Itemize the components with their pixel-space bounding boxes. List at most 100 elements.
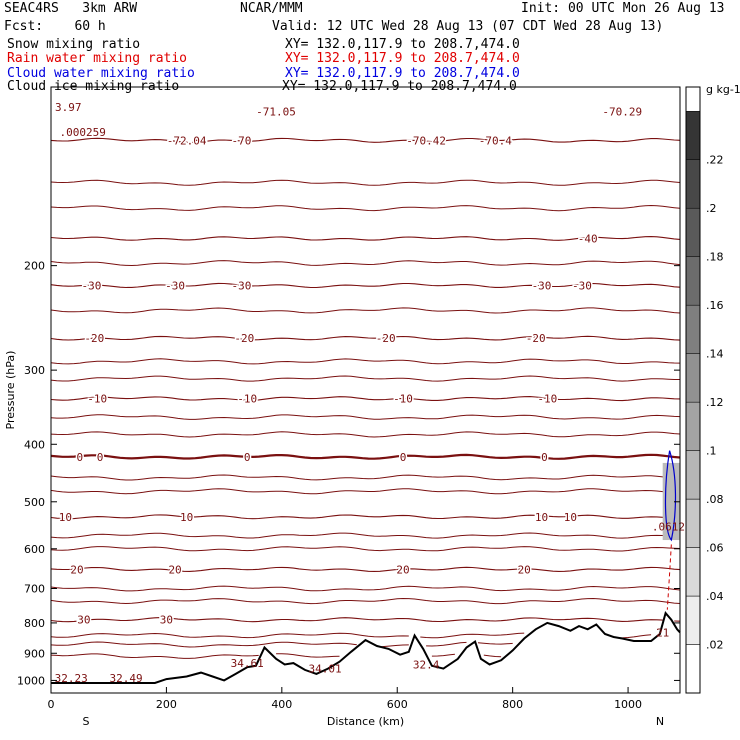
extremum-label: 34.61 — [231, 657, 264, 670]
temperature-contour — [50, 236, 681, 241]
colorbar-tick-label: .02 — [706, 639, 724, 652]
forecast-hour: Fcst: 60 h — [4, 19, 106, 34]
contour-label: -30 — [81, 279, 101, 292]
extremum-label: .000259 — [60, 126, 106, 139]
temperature-contour — [50, 307, 681, 314]
contour-label: -72.04 — [167, 134, 207, 147]
contour-label: 20 — [396, 563, 409, 576]
x-tick-label: 1000 — [614, 698, 642, 711]
colorbar-cell — [685, 353, 701, 403]
x-tick-label: 0 — [48, 698, 55, 711]
contour-label: 0 — [400, 451, 407, 464]
model-title: SEAC4RS 3km ARW — [4, 1, 138, 16]
y-axis-label: Pressure (hPa) — [4, 351, 17, 430]
x-tick-label: 400 — [271, 698, 292, 711]
rain-contour — [666, 544, 672, 610]
contour-label: -10 — [87, 393, 107, 406]
temperature-contour — [50, 453, 681, 460]
colorbar-tick-label: .04 — [706, 590, 724, 603]
temperature-contour — [50, 641, 513, 648]
init-time: Init: 00 UTC Mon 26 Aug 13 — [521, 1, 725, 16]
contour-label: -10 — [237, 393, 257, 406]
contour-label: -70.4 — [479, 134, 512, 147]
colorbar-tick-label: .08 — [706, 493, 724, 506]
colorbar-cell — [685, 547, 701, 597]
y-tick-label: 200 — [24, 260, 45, 273]
contour-label: -20 — [84, 332, 104, 345]
cloud-field — [662, 450, 680, 610]
colorbar-cell — [685, 644, 701, 694]
temperature-contour — [50, 474, 681, 481]
temperature-contour — [50, 396, 681, 402]
colorbar-tick-label: .18 — [706, 251, 724, 264]
colorbar-tick-label: .16 — [706, 299, 724, 312]
colorbar-cell — [685, 159, 701, 209]
temperature-contour — [50, 204, 681, 212]
temperature-contour — [50, 335, 681, 341]
contour-label: 0 — [244, 451, 251, 464]
contour-labels: -72.04 -70 -70.42 -70.4 -40 -30 -30 -30 -30 -30 -2… — [55, 101, 685, 685]
contour-label: -10 — [393, 393, 413, 406]
contour-label: 10 — [180, 511, 193, 524]
contour-label: -70 — [231, 134, 251, 147]
temperature-contour — [50, 566, 681, 572]
colorbar-tick-label: .14 — [706, 348, 724, 361]
field-xy-snow: XY= 132.0,117.9 to 208.7,474.0 — [285, 37, 520, 52]
colorbar-tick-label: .1 — [706, 445, 717, 458]
contour-label: -70.42 — [406, 134, 446, 147]
temperature-contour — [50, 260, 681, 267]
end-label-south: S — [83, 715, 90, 728]
colorbar-cell — [685, 256, 701, 306]
extremum-label: 21 — [656, 626, 669, 639]
field-xy-cloud-water: XY= 132.0,117.9 to 208.7,474.0 — [285, 66, 520, 81]
y-tick-label: 500 — [24, 496, 45, 509]
y-tick-label: 300 — [24, 364, 45, 377]
colorbar-cell — [685, 110, 701, 160]
field-name-rain: Rain water mixing ratio — [7, 51, 188, 66]
y-tick-label: 800 — [24, 617, 45, 630]
colorbar-cell — [685, 401, 701, 451]
extremum-label: 3.97 — [55, 101, 82, 114]
extremum-label: 32.49 — [109, 672, 142, 685]
temperature-contour — [50, 617, 681, 623]
temperature-contour — [50, 282, 681, 289]
temperature-contour — [50, 179, 681, 186]
temperature-contour — [50, 375, 680, 382]
contour-label: 20 — [70, 563, 83, 576]
field-xy-rain: XY= 132.0,117.9 to 208.7,474.0 — [285, 51, 520, 66]
colorbar-frame — [685, 86, 701, 694]
colorbar-cell — [685, 304, 701, 354]
colorbar-cell — [685, 595, 701, 645]
contour-label: -40 — [578, 232, 598, 245]
colorbar-cell — [685, 498, 701, 548]
cloud-water-shading — [662, 462, 680, 541]
contour-label: 0 — [97, 451, 104, 464]
contour-label: -30 — [572, 279, 592, 292]
extremum-label: -71.05 — [256, 106, 296, 119]
temperature-contour — [50, 597, 681, 605]
valid-time: Valid: 12 UTC Wed 28 Aug 13 (07 CDT Wed … — [272, 19, 664, 34]
y-tick-label: 900 — [24, 647, 45, 660]
colorbar-cell — [685, 207, 701, 257]
temperature-contour — [50, 632, 652, 639]
temperature-contour — [50, 653, 502, 659]
contour-label: 30 — [160, 614, 173, 627]
contour-label: -30 — [532, 279, 552, 292]
x-tick-label: 600 — [387, 698, 408, 711]
temperature-contour — [50, 585, 681, 592]
contour-label: 10 — [59, 511, 72, 524]
org-label: NCAR/MMM — [240, 1, 303, 16]
contour-label: 20 — [518, 563, 531, 576]
colorbar-tick-label: .2 — [706, 202, 717, 215]
contour-label: -10 — [537, 393, 557, 406]
colorbar-tick-label: .06 — [706, 542, 724, 555]
colorbar-cell — [685, 450, 701, 500]
extremum-label: -70.29 — [602, 106, 642, 119]
y-tick-label: 600 — [24, 543, 45, 556]
temperature-contour — [50, 137, 681, 143]
terrain-line — [51, 611, 681, 684]
contour-label: 10 — [564, 511, 577, 524]
colorbar-tick-label: .12 — [706, 396, 724, 409]
temperature-contour — [50, 514, 681, 520]
